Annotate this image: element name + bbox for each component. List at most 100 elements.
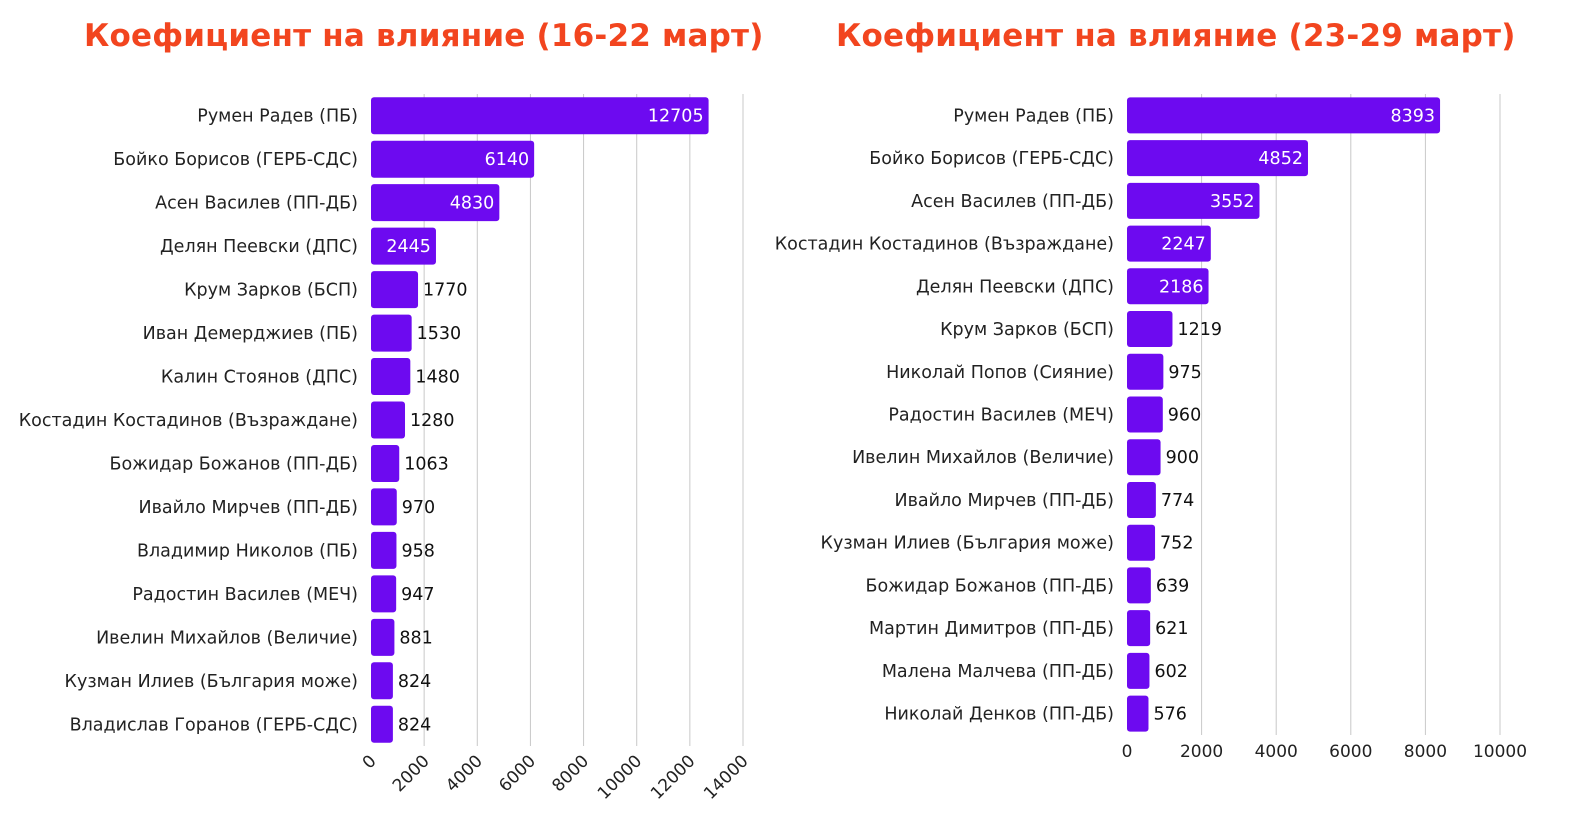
category-label: Мартин Димитров (ПП-ДБ) <box>869 619 1114 639</box>
category-label: Владислав Горанов (ГЕРБ-СДС) <box>70 715 358 735</box>
x-tick-label: 10000 <box>1473 742 1527 762</box>
data-label: 639 <box>1156 576 1189 596</box>
bar[interactable] <box>371 271 419 309</box>
data-label: 6140 <box>485 150 530 170</box>
bar[interactable] <box>371 618 395 656</box>
category-label: Ивайло Мирчев (ПП-ДБ) <box>139 498 359 518</box>
category-label: Делян Пеевски (ДПС) <box>916 277 1114 297</box>
bar[interactable] <box>1127 652 1150 689</box>
x-tick-label: 2000 <box>1180 742 1223 762</box>
data-label: 1219 <box>1177 320 1222 340</box>
category-label: Асен Василев (ПП-ДБ) <box>911 192 1114 212</box>
x-tick-label: 8000 <box>548 751 593 796</box>
data-label: 900 <box>1166 448 1199 468</box>
chart-title-right: Коефициент на влияние (23-29 март) <box>836 18 1516 54</box>
category-label: Румен Радев (ПБ) <box>953 106 1114 126</box>
data-label: 975 <box>1168 363 1201 383</box>
bar[interactable] <box>371 314 412 352</box>
bar[interactable] <box>1127 396 1163 433</box>
data-label: 12705 <box>648 107 704 127</box>
bar[interactable] <box>1127 695 1149 732</box>
data-label: 4852 <box>1258 149 1303 169</box>
bar[interactable] <box>371 662 393 700</box>
data-label: 774 <box>1161 491 1194 511</box>
x-tick-label: 12000 <box>647 751 699 803</box>
bar[interactable] <box>1127 353 1164 390</box>
bar[interactable] <box>371 531 397 569</box>
bar[interactable] <box>371 97 709 135</box>
category-label: Божидар Божанов (ПП-ДБ) <box>865 576 1114 596</box>
x-tick-label: 4000 <box>1255 742 1298 762</box>
x-tick-label: 10000 <box>594 751 646 803</box>
category-label: Николай Попов (Сияние) <box>886 363 1114 383</box>
bar[interactable] <box>371 575 397 613</box>
category-label: Крум Зарков (БСП) <box>184 281 358 301</box>
data-label: 576 <box>1153 705 1186 725</box>
category-label: Иван Демерджиев (ПБ) <box>143 324 358 344</box>
data-label: 1530 <box>417 324 462 344</box>
category-label: Румен Радев (ПБ) <box>197 107 358 127</box>
category-label: Крум Зарков (БСП) <box>940 320 1114 340</box>
category-label: Бойко Борисов (ГЕРБ-СДС) <box>869 149 1114 169</box>
data-label: 958 <box>401 541 434 561</box>
category-label: Малена Малчева (ПП-ДБ) <box>882 662 1114 682</box>
bar[interactable] <box>371 488 397 526</box>
bar[interactable] <box>1127 182 1260 219</box>
data-label: 2186 <box>1159 277 1204 297</box>
category-label: Владимир Николов (ПБ) <box>137 541 358 561</box>
data-label: 8393 <box>1391 106 1436 126</box>
x-tick-label: 4000 <box>442 751 487 796</box>
category-label: Радостин Василев (МЕЧ) <box>132 585 358 605</box>
data-label: 1480 <box>415 368 460 388</box>
bar[interactable] <box>1127 268 1209 305</box>
data-label: 3552 <box>1210 192 1255 212</box>
category-label: Костадин Костадинов (Възраждане) <box>19 411 358 431</box>
bar[interactable] <box>1127 140 1308 177</box>
data-label: 1280 <box>410 411 455 431</box>
data-label: 1063 <box>404 454 449 474</box>
bar[interactable] <box>371 140 535 178</box>
bar[interactable] <box>1127 481 1156 518</box>
category-label: Кузман Илиев (България може) <box>821 534 1114 554</box>
bar[interactable] <box>1127 311 1173 348</box>
data-label: 602 <box>1154 662 1187 682</box>
data-label: 621 <box>1155 619 1188 639</box>
category-label: Калин Стоянов (ДПС) <box>161 368 358 388</box>
bar[interactable] <box>1127 225 1211 262</box>
data-label: 1770 <box>423 281 468 301</box>
bar[interactable] <box>1127 567 1151 604</box>
x-tick-label: 14000 <box>700 751 752 803</box>
data-label: 947 <box>401 585 434 605</box>
category-label: Кузман Илиев (България може) <box>65 672 358 692</box>
x-tick-label: 6000 <box>495 751 540 796</box>
category-label: Ивайло Мирчев (ПП-ДБ) <box>895 491 1115 511</box>
bar[interactable] <box>1127 439 1161 476</box>
x-tick-label: 8000 <box>1404 742 1447 762</box>
category-label: Делян Пеевски (ДПС) <box>160 237 358 257</box>
data-label: 824 <box>398 672 431 692</box>
x-tick-label: 0 <box>1122 742 1133 762</box>
category-label: Асен Василев (ПП-ДБ) <box>155 194 358 214</box>
bar[interactable] <box>371 401 406 439</box>
category-label: Божидар Божанов (ПП-ДБ) <box>109 454 358 474</box>
x-tick-label: 2000 <box>389 751 434 796</box>
bar[interactable] <box>1127 524 1156 561</box>
data-label: 960 <box>1168 406 1201 426</box>
data-label: 2445 <box>386 237 431 257</box>
bar[interactable] <box>371 358 411 396</box>
chart-right: Румен Радев (ПБ) 8393 Бойко Борисов (ГЕРБ-… <box>775 94 1527 762</box>
data-label: 752 <box>1160 534 1193 554</box>
data-label: 970 <box>402 498 435 518</box>
category-label: Николай Денков (ПП-ДБ) <box>884 705 1114 725</box>
chart-left: Румен Радев (ПБ) 12705 Бойко Борисов (ГЕРБ… <box>19 94 753 804</box>
bar[interactable] <box>1127 97 1441 134</box>
bar[interactable] <box>371 705 393 743</box>
bar[interactable] <box>371 184 500 222</box>
x-tick-label: 6000 <box>1329 742 1372 762</box>
bar[interactable] <box>371 227 436 265</box>
x-tick-label: 0 <box>359 751 381 773</box>
bar[interactable] <box>371 444 400 482</box>
bar[interactable] <box>1127 610 1151 647</box>
data-label: 881 <box>399 628 432 648</box>
